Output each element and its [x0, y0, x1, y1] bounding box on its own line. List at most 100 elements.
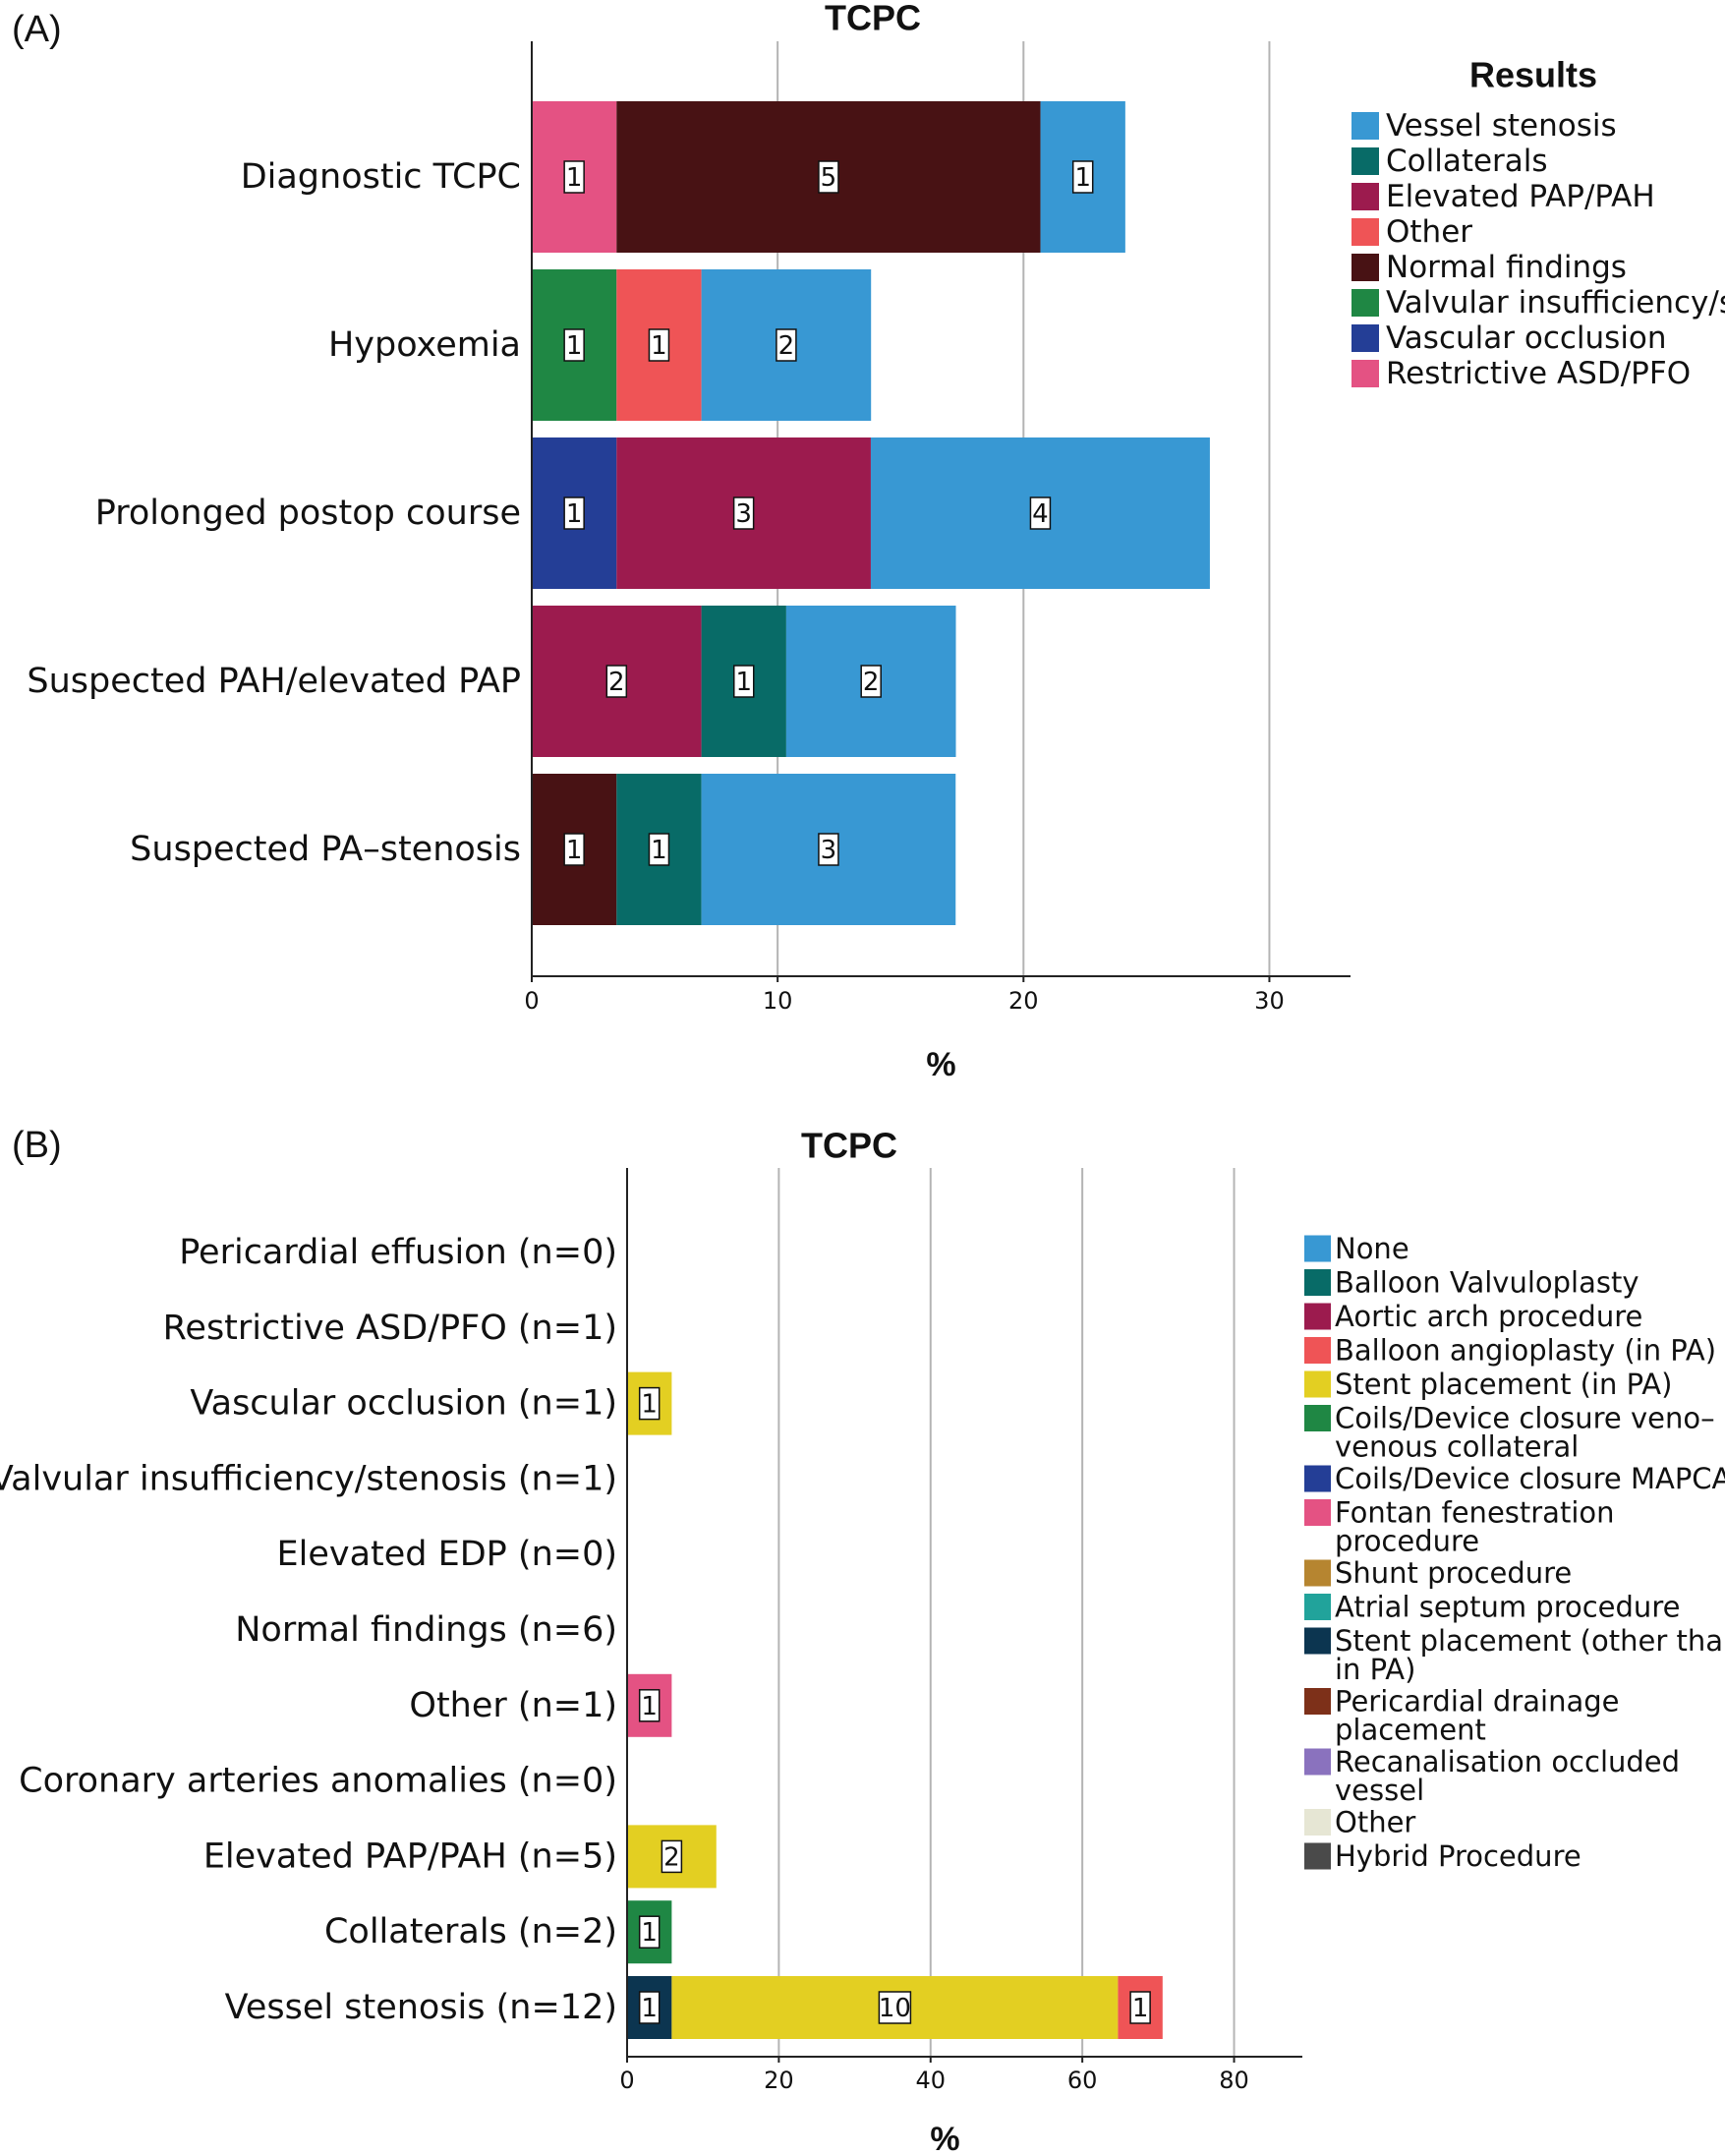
- legend-title: Results: [1469, 55, 1597, 95]
- data-label: 1: [566, 499, 583, 529]
- category-label: Diagnostic TCPC: [241, 157, 521, 197]
- legend-swatch-recanalisation-occluded-vessel: [1304, 1748, 1331, 1776]
- category-label: Restrictive ASD/PFO (n=1): [163, 1309, 617, 1348]
- legend-label: Aortic arch procedure: [1335, 1300, 1642, 1333]
- chart-title: TCPC: [801, 1126, 897, 1166]
- data-label: 2: [778, 331, 795, 361]
- legend-swatch-shunt-procedure: [1304, 1559, 1331, 1587]
- data-label: 1: [566, 331, 583, 361]
- legend-label: Pericardial drainage: [1335, 1685, 1619, 1719]
- panel-a: (A) TCPC 1 5 1 1 1 2 1 3 4 2 1 2 1 1 3 Diagnostic TCPC Hyp…: [12, 0, 1725, 1083]
- data-label: 1: [566, 163, 583, 193]
- legend-swatch-collaterals: [1351, 147, 1379, 175]
- legend-swatch-normal-findings: [1351, 254, 1379, 281]
- category-label: Vascular occlusion (n=1): [190, 1384, 617, 1424]
- legend-swatch-pericardial-drainage-placement: [1304, 1688, 1331, 1715]
- legend-swatch-fontan-fenestration-procedure: [1304, 1499, 1331, 1526]
- legend-label: Other: [1386, 214, 1472, 250]
- data-label-box: [638, 1915, 661, 1949]
- data-label: 1: [735, 668, 752, 697]
- category-label: Normal findings (n=6): [235, 1610, 617, 1650]
- legend-swatch-none: [1304, 1235, 1331, 1262]
- legend-label: Elevated PAP/PAH: [1386, 179, 1655, 214]
- data-label-box: [638, 1386, 661, 1421]
- legend-swatch-valvular-insufficiency-stenosis: [1351, 289, 1379, 317]
- legend-label: Balloon angioplasty (in PA): [1335, 1334, 1716, 1368]
- data-label: 2: [608, 668, 625, 697]
- data-label-box: [776, 328, 797, 362]
- data-label: 1: [651, 836, 667, 865]
- x-axis-title: %: [930, 2121, 959, 2156]
- category-label: Other (n=1): [409, 1686, 617, 1725]
- category-label: Coronary arteries anomalies (n=0): [19, 1762, 617, 1801]
- data-label-box: [638, 1991, 661, 2024]
- legend-swatch-coils-device-closure-veno-venous-collateral: [1304, 1405, 1331, 1431]
- category-label: Collaterals (n=2): [324, 1912, 617, 1952]
- legend-swatch-vascular-occlusion: [1351, 324, 1379, 352]
- data-label: 4: [1032, 499, 1049, 529]
- legend-swatch-stent-placement-in-pa: [1304, 1370, 1331, 1398]
- legend-swatch-restrictive-asd-pfo: [1351, 360, 1379, 387]
- x-tick-label: 0: [619, 2067, 634, 2094]
- x-tick-label: 20: [1008, 987, 1039, 1015]
- data-label-box: [638, 1689, 661, 1722]
- data-label: 5: [821, 163, 837, 193]
- legend-label: Restrictive ASD/PFO: [1386, 356, 1691, 391]
- category-label: Vessel stenosis (n=12): [225, 1988, 617, 2027]
- legend-label: Shunt procedure: [1335, 1556, 1572, 1590]
- legend-label: Stent placement (other than: [1335, 1624, 1725, 1658]
- data-label-box: [661, 1839, 683, 1874]
- data-label: 1: [651, 331, 667, 361]
- legend-label: procedure: [1335, 1525, 1479, 1558]
- legend-label: Recanalisation occluded: [1335, 1745, 1680, 1778]
- legend: Results Vessel stenosisCollateralsElevate…: [1351, 55, 1725, 391]
- legend-swatch-aortic-arch-procedure: [1304, 1303, 1331, 1330]
- legend-label: Hybrid Procedure: [1335, 1839, 1581, 1873]
- data-label: 2: [863, 668, 880, 697]
- legend-swatch-atrial-septum-procedure: [1304, 1594, 1331, 1620]
- data-label-box: [563, 160, 585, 194]
- legend-swatch-coils-device-closure-mapca: [1304, 1465, 1331, 1492]
- legend-swatch-hybrid-procedure: [1304, 1842, 1331, 1870]
- x-tick-label: 30: [1254, 987, 1285, 1015]
- legend-label: vessel: [1335, 1774, 1424, 1807]
- data-label: 1: [641, 1994, 658, 2023]
- x-tick-label: 0: [524, 987, 539, 1015]
- legend-swatch-elevated-pap-pah: [1351, 183, 1379, 210]
- data-label-box: [563, 328, 585, 362]
- data-label-box: [818, 160, 839, 194]
- data-label-box: [605, 665, 628, 698]
- legend-label: None: [1335, 1232, 1409, 1265]
- legend-swatch-other: [1351, 218, 1379, 246]
- data-label-box: [733, 665, 755, 698]
- data-label: 2: [663, 1842, 680, 1872]
- category-label: Elevated PAP/PAH (n=5): [203, 1836, 617, 1876]
- data-label-box: [878, 1991, 912, 2024]
- category-label: Elevated EDP (n=0): [276, 1535, 617, 1574]
- legend-label: Coils/Device closure MAPCA: [1335, 1462, 1725, 1495]
- legend-label: Coils/Device closure veno–: [1335, 1402, 1715, 1435]
- data-label: 1: [1132, 1994, 1149, 2023]
- category-label: Suspected PA–stenosis: [130, 830, 521, 869]
- legend-label: Stent placement (in PA): [1335, 1368, 1672, 1401]
- legend-swatch-balloon-angioplasty-in-pa: [1304, 1337, 1331, 1364]
- legend-swatch-other: [1304, 1809, 1331, 1836]
- legend-label: venous collateral: [1335, 1430, 1579, 1464]
- data-label: 3: [735, 499, 752, 529]
- legend-swatch-vessel-stenosis: [1351, 112, 1379, 140]
- data-label-box: [648, 833, 670, 866]
- panel-label: (A): [12, 9, 62, 50]
- data-label: 1: [1074, 163, 1091, 193]
- panel-label: (B): [12, 1125, 62, 1166]
- data-label-box: [563, 833, 585, 866]
- legend-label: Fontan fenestration: [1335, 1496, 1615, 1530]
- chart-title: TCPC: [825, 0, 921, 38]
- legend-label: Normal findings: [1386, 250, 1627, 285]
- data-label-box: [860, 665, 882, 698]
- data-label: 1: [566, 836, 583, 865]
- data-label-box: [732, 496, 755, 530]
- data-label-box: [648, 328, 670, 362]
- x-axis-title: %: [926, 1046, 955, 1083]
